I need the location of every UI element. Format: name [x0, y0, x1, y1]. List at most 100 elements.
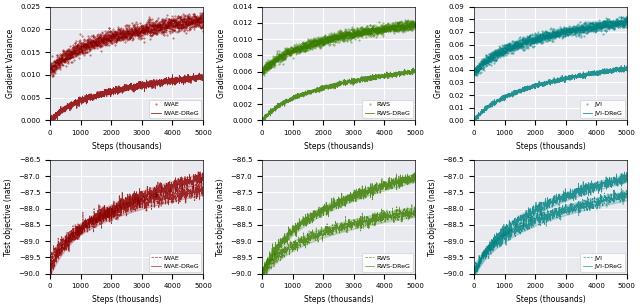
IWAE-DReG	[114, 204, 122, 208]
Line: IWAE-DReG: IWAE-DReG	[51, 73, 203, 123]
RWS-DReG	[333, 83, 340, 86]
JVI-DReG	[478, 108, 486, 112]
JVI	[541, 34, 548, 38]
RWS-DReG	[411, 171, 419, 175]
JVI-DReG	[470, 266, 478, 270]
Y-axis label: Gradient Variance: Gradient Variance	[434, 29, 443, 98]
X-axis label: Steps (thousands): Steps (thousands)	[516, 295, 586, 304]
RWS-DReG	[364, 189, 371, 192]
JVI	[575, 208, 583, 212]
IWAE-DReG	[168, 182, 176, 186]
RWS	[411, 216, 419, 219]
IWAE-DReG	[167, 77, 175, 81]
X-axis label: Steps (thousands): Steps (thousands)	[303, 295, 373, 304]
JVI	[478, 59, 486, 63]
IWAE-DReG	[116, 90, 124, 94]
JVI-DReG	[545, 82, 552, 85]
RWS-DReG	[266, 111, 274, 114]
RWS-DReG	[326, 203, 333, 207]
RWS-DReG	[411, 69, 419, 73]
Y-axis label: Gradient Variance: Gradient Variance	[218, 29, 227, 98]
Line: IWAE-DReG: IWAE-DReG	[51, 172, 203, 274]
Legend: RWS, RWS-DReG: RWS, RWS-DReG	[362, 99, 413, 118]
Line: JVI-DReG: JVI-DReG	[474, 172, 627, 275]
RWS	[259, 272, 266, 275]
IWAE	[166, 190, 173, 194]
JVI	[593, 202, 600, 206]
RWS-DReG	[407, 69, 415, 73]
JVI	[623, 18, 631, 22]
JVI-DReG	[593, 187, 600, 190]
IWAE-DReG	[121, 86, 129, 89]
RWS-DReG	[321, 207, 328, 211]
Y-axis label: Test objective (nats): Test objective (nats)	[216, 178, 225, 256]
Legend: RWS, RWS-DReG: RWS, RWS-DReG	[362, 253, 413, 272]
IWAE	[114, 206, 122, 210]
RWS	[411, 22, 419, 26]
JVI-DReG	[619, 66, 627, 70]
RWS-DReG	[406, 73, 414, 76]
IWAE	[47, 253, 54, 257]
RWS	[408, 202, 416, 206]
JVI	[623, 194, 631, 198]
IWAE-DReG	[62, 243, 70, 247]
JVI-DReG	[470, 116, 478, 120]
JVI-DReG	[575, 192, 583, 196]
Legend: JVI, JVI-DReG: JVI, JVI-DReG	[580, 99, 625, 118]
JVI	[618, 23, 626, 27]
JVI	[472, 274, 479, 278]
JVI	[589, 204, 597, 208]
RWS-DReG	[259, 274, 267, 278]
Line: IWAE: IWAE	[51, 178, 203, 265]
IWAE	[54, 63, 62, 67]
Y-axis label: Gradient Variance: Gradient Variance	[6, 29, 15, 98]
RWS-DReG	[379, 75, 387, 78]
RWS	[263, 274, 271, 278]
RWS-DReG	[259, 117, 266, 121]
IWAE-DReG	[108, 207, 116, 211]
Line: JVI: JVI	[474, 188, 627, 276]
RWS	[329, 38, 337, 41]
IWAE	[62, 238, 70, 242]
IWAE	[47, 264, 55, 267]
RWS-DReG	[411, 178, 419, 182]
IWAE-DReG	[199, 172, 207, 176]
JVI	[538, 214, 545, 217]
IWAE-DReG	[152, 195, 159, 199]
Line: RWS: RWS	[262, 19, 415, 75]
RWS-DReG	[259, 119, 267, 123]
RWS	[266, 59, 274, 63]
X-axis label: Steps (thousands): Steps (thousands)	[92, 295, 161, 304]
IWAE-DReG	[195, 71, 203, 75]
JVI-DReG	[619, 69, 627, 72]
RWS	[259, 67, 266, 71]
IWAE	[47, 69, 54, 73]
IWAE	[48, 74, 56, 78]
RWS	[321, 229, 328, 233]
JVI	[618, 187, 625, 190]
JVI	[532, 214, 540, 217]
IWAE-DReG	[195, 75, 202, 79]
JVI	[619, 20, 627, 23]
RWS	[407, 23, 415, 27]
IWAE	[199, 11, 207, 15]
JVI-DReG	[591, 70, 598, 74]
JVI-DReG	[623, 69, 631, 72]
RWS	[260, 73, 268, 76]
Y-axis label: Test objective (nats): Test objective (nats)	[4, 178, 13, 256]
X-axis label: Steps (thousands): Steps (thousands)	[303, 142, 373, 151]
RWS-DReG	[380, 184, 388, 187]
Legend: JVI, JVI-DReG: JVI, JVI-DReG	[580, 253, 625, 272]
RWS	[379, 29, 387, 32]
RWS-DReG	[410, 66, 417, 70]
JVI-DReG	[623, 177, 631, 180]
JVI	[545, 33, 552, 36]
RWS	[378, 207, 385, 211]
RWS	[333, 36, 340, 39]
JVI-DReG	[486, 239, 494, 243]
RWS	[407, 21, 415, 25]
Line: RWS-DReG: RWS-DReG	[262, 173, 415, 276]
IWAE	[116, 35, 124, 39]
Line: JVI-DReG: JVI-DReG	[474, 65, 627, 123]
RWS-DReG	[259, 268, 266, 271]
